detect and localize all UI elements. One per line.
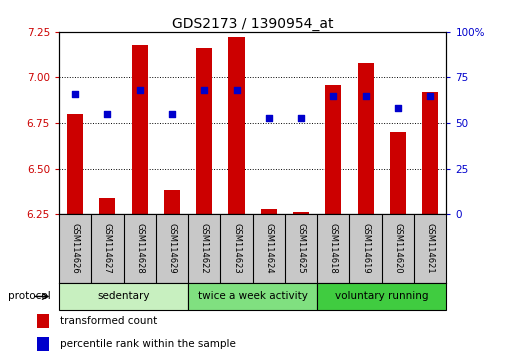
Bar	[164, 190, 180, 214]
Text: transformed count: transformed count	[60, 316, 157, 326]
Bar	[390, 132, 406, 214]
Text: GSM114628: GSM114628	[135, 223, 144, 274]
Text: GSM114622: GSM114622	[200, 223, 209, 274]
Text: GSM114629: GSM114629	[167, 223, 176, 274]
Text: GSM114623: GSM114623	[232, 223, 241, 274]
Bar	[132, 45, 148, 214]
Point	[362, 93, 370, 98]
Bar	[422, 92, 438, 214]
Bar	[196, 48, 212, 214]
Point	[329, 93, 338, 98]
Bar	[67, 114, 83, 214]
Point	[265, 115, 273, 120]
Bar	[37, 314, 49, 328]
Text: voluntary running: voluntary running	[335, 291, 428, 302]
Point	[71, 91, 79, 97]
Bar	[100, 198, 115, 214]
Point	[103, 111, 111, 117]
Bar	[317, 283, 446, 310]
Text: twice a week activity: twice a week activity	[198, 291, 308, 302]
Point	[394, 105, 402, 111]
Bar	[59, 283, 188, 310]
Text: GSM114626: GSM114626	[71, 223, 80, 274]
Text: GSM114627: GSM114627	[103, 223, 112, 274]
Text: GSM114618: GSM114618	[329, 223, 338, 274]
Bar	[293, 212, 309, 214]
Text: protocol: protocol	[8, 291, 50, 302]
Text: GSM114625: GSM114625	[297, 223, 306, 274]
Point	[297, 115, 305, 120]
Bar	[37, 337, 49, 351]
Bar	[188, 283, 317, 310]
Bar	[358, 63, 373, 214]
Text: GSM114624: GSM114624	[264, 223, 273, 274]
Point	[135, 87, 144, 93]
Text: GSM114621: GSM114621	[426, 223, 435, 274]
Bar	[261, 209, 277, 214]
Title: GDS2173 / 1390954_at: GDS2173 / 1390954_at	[172, 17, 333, 31]
Point	[200, 87, 208, 93]
Point	[232, 87, 241, 93]
Bar	[325, 85, 342, 214]
Point	[168, 111, 176, 117]
Text: GSM114619: GSM114619	[361, 223, 370, 274]
Bar	[228, 37, 245, 214]
Text: GSM114620: GSM114620	[393, 223, 402, 274]
Text: percentile rank within the sample: percentile rank within the sample	[60, 339, 236, 349]
Text: sedentary: sedentary	[97, 291, 150, 302]
Point	[426, 93, 435, 98]
